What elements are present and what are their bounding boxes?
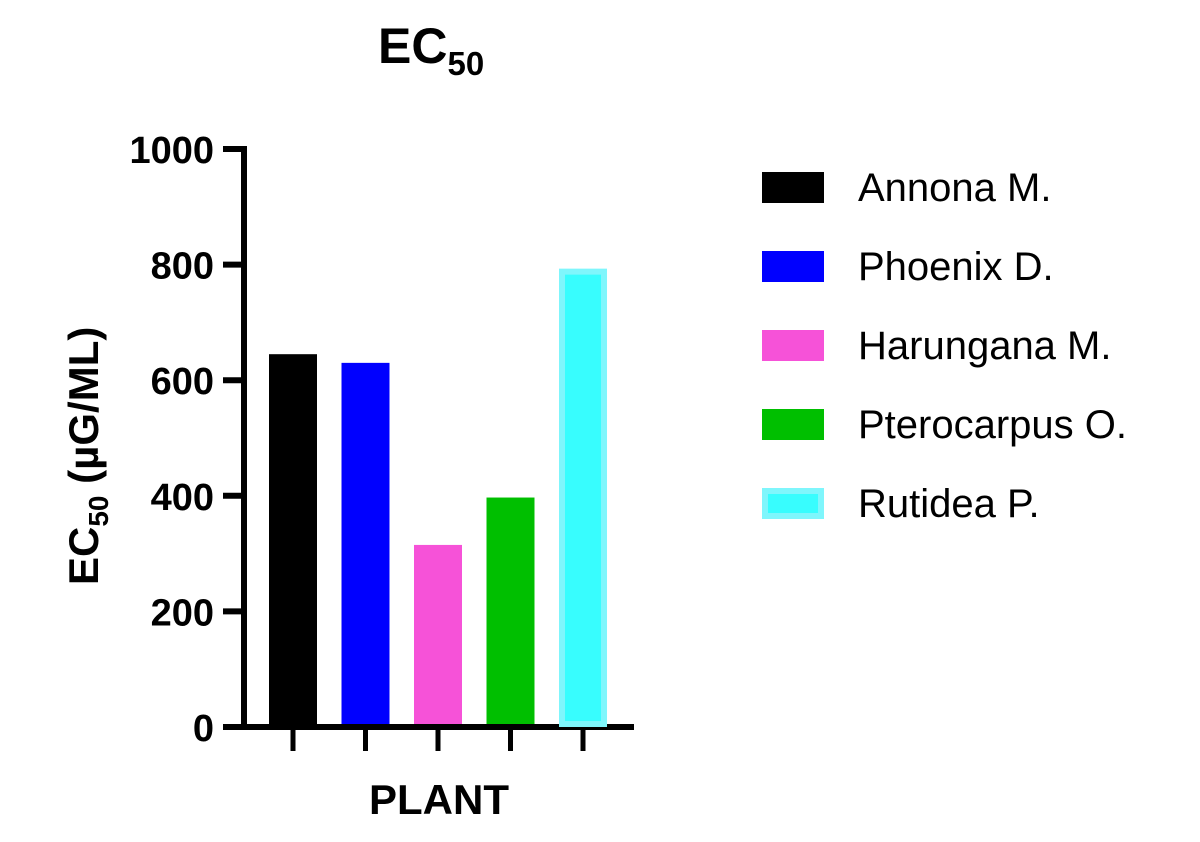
y-axis-title-unit: (µG/ML)	[60, 327, 107, 496]
legend-swatch	[762, 251, 824, 282]
legend-swatch	[762, 409, 824, 440]
y-tick-label: 1000	[129, 130, 214, 172]
y-ticks: 0 200 400 600 800 1000	[129, 130, 244, 750]
legend-label: Phoenix D.	[858, 245, 1054, 289]
chart-title: EC50	[378, 18, 484, 82]
legend: Annona M. Phoenix D. Harungana M. Pterocarp…	[762, 166, 1127, 526]
y-tick-label: 600	[151, 361, 214, 403]
y-axis-title-main: EC	[60, 527, 107, 585]
bar-annona-m	[269, 354, 317, 724]
chart-title-main: EC	[378, 18, 447, 74]
legend-swatch	[762, 330, 824, 361]
bar-rutidea-p	[559, 268, 607, 727]
x-axis-title: PLANT	[369, 776, 509, 823]
legend-label: Harungana M.	[858, 324, 1111, 368]
chart-title-subscript: 50	[447, 45, 484, 82]
bar-phoenix-d	[341, 362, 390, 724]
x-ticks	[290, 727, 586, 751]
y-tick-label: 400	[151, 477, 214, 519]
y-axis-title-subscript: 50	[83, 495, 114, 526]
legend-label: Pterocarpus O.	[858, 403, 1127, 447]
legend-swatch	[762, 488, 824, 519]
y-tick-label: 0	[193, 708, 214, 750]
bar-harungana-m	[414, 544, 462, 724]
y-axis-title: EC50 (µG/ML)	[60, 327, 114, 585]
bars	[269, 268, 607, 727]
legend-swatch	[762, 172, 824, 203]
y-tick-label: 200	[151, 592, 214, 634]
legend-label: Rutidea P.	[858, 482, 1040, 526]
y-tick-label: 800	[151, 246, 214, 288]
legend-label: Annona M.	[858, 166, 1051, 210]
bar-pterocarpus-o	[486, 497, 535, 724]
